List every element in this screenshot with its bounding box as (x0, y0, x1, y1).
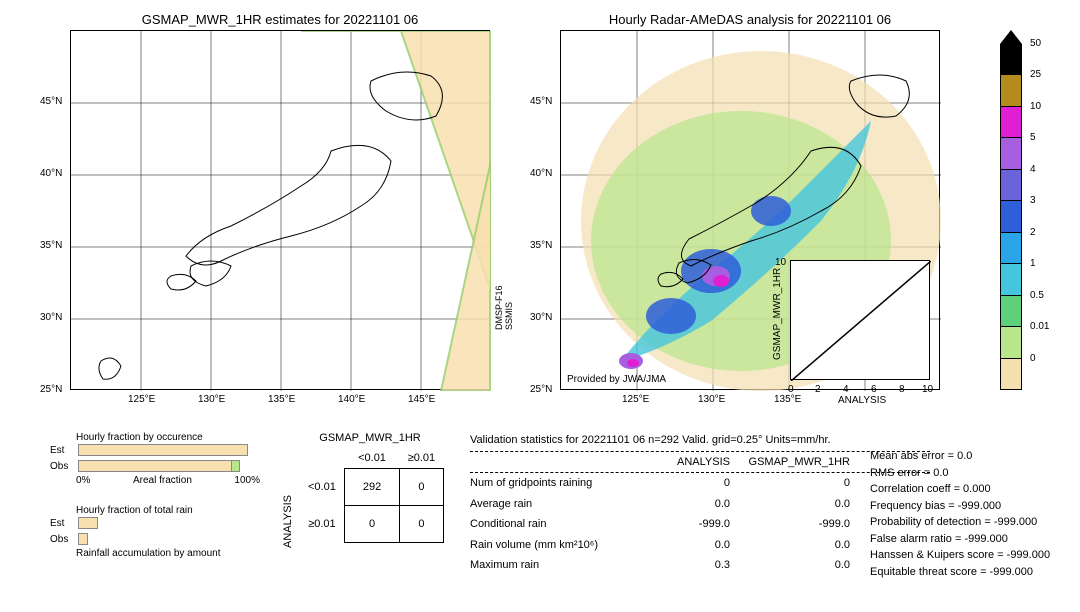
validation-extra: Mean abs error = 0.0 (870, 448, 1070, 465)
colorbar-swatch (1000, 359, 1022, 390)
ytick: 35°N (530, 240, 552, 251)
colorbar-swatch (1000, 44, 1022, 75)
colorbar-swatch (1000, 75, 1022, 106)
xtick: 125°E (622, 394, 649, 405)
bar-label: Obs (50, 461, 78, 472)
col-header: GSMAP_MWR_1HR (730, 454, 850, 471)
colorbar-tick: 0.01 (1030, 321, 1049, 332)
colorbar-tick: 0 (1030, 353, 1036, 364)
validation-extras: Mean abs error = 0.0RMS error = 0.0Corre… (870, 448, 1070, 580)
colorbar-tick: 2 (1030, 227, 1036, 238)
colorbar-tick: 4 (1030, 164, 1036, 175)
scatter-xtick: 6 (871, 384, 877, 395)
bar-label: Est (50, 445, 78, 456)
row-label: ≥0.01 (300, 506, 344, 543)
cell: 0 (344, 506, 399, 543)
scatter-plot (790, 260, 930, 380)
colorbar-tick: 5 (1030, 132, 1036, 143)
bar-label: Est (50, 518, 78, 529)
ytick: 45°N (530, 96, 552, 107)
xtick: 140°E (338, 394, 365, 405)
validation-row: Average rain0.00.0 (470, 494, 930, 515)
scatter-xlabel: ANALYSIS (838, 395, 886, 406)
scatter-xtick: 4 (843, 384, 849, 395)
right-map-title: Hourly Radar-AMeDAS analysis for 2022110… (560, 12, 940, 27)
validation-title: Validation statistics for 20221101 06 n=… (470, 432, 930, 452)
scatter-ylabel: GSMAP_MWR_1HR (772, 268, 783, 360)
occurrence-title: Hourly fraction by occurence (76, 432, 260, 443)
ytick: 40°N (530, 168, 552, 179)
cell: 292 (344, 469, 399, 506)
validation-row: Num of gridpoints raining00 (470, 473, 930, 494)
colorbar-tick: 50 (1030, 38, 1041, 49)
ytick: 45°N (40, 96, 62, 107)
colorbar-tick: 3 (1030, 195, 1036, 206)
validation-row: Conditional rain-999.0-999.0 (470, 514, 930, 535)
occurrence-chart: Hourly fraction by occurence Est Obs 0% … (50, 432, 260, 486)
colorbar-swatch (1000, 327, 1022, 358)
validation-extra: Equitable threat score = -999.000 (870, 564, 1070, 581)
xtick: 130°E (698, 394, 725, 405)
ytick: 30°N (40, 312, 62, 323)
validation-extra: Correlation coeff = 0.000 (870, 481, 1070, 498)
colorbar-swatch (1000, 233, 1022, 264)
totalrain-title: Hourly fraction of total rain (76, 505, 260, 516)
colorbar (1000, 30, 1022, 390)
col-label: <0.01 (344, 448, 399, 469)
row-label: <0.01 (300, 469, 344, 506)
colorbar-tick: 0.5 (1030, 290, 1044, 301)
cell: 0 (400, 506, 443, 543)
axis-tick: 0% (76, 475, 90, 486)
scatter-xtick: 10 (922, 384, 933, 395)
validation-block: Validation statistics for 20221101 06 n=… (470, 432, 930, 576)
colorbar-tick: 25 (1030, 69, 1041, 80)
left-map (70, 30, 490, 390)
xtick: 130°E (198, 394, 225, 405)
validation-extra: RMS error = 0.0 (870, 465, 1070, 482)
left-map-svg (71, 31, 491, 391)
ytick: 35°N (40, 240, 62, 251)
xtick: 135°E (774, 394, 801, 405)
scatter-xtick: 8 (899, 384, 905, 395)
totalrain-chart: Hourly fraction of total rain Est Obs Ra… (50, 505, 260, 559)
side-label: SSMIS (504, 302, 514, 330)
cont-row-header: ANALYSIS (282, 495, 294, 548)
col-label: ≥0.01 (400, 448, 443, 469)
colorbar-swatch (1000, 201, 1022, 232)
axis-label: Areal fraction (133, 475, 192, 486)
colorbar-swatch (1000, 138, 1022, 169)
colorbar-tick: 1 (1030, 258, 1036, 269)
xtick: 135°E (268, 394, 295, 405)
left-map-title: GSMAP_MWR_1HR estimates for 20221101 06 (70, 12, 490, 27)
cont-col-header: GSMAP_MWR_1HR (300, 432, 440, 444)
validation-row: Rain volume (mm km²10⁶)0.00.0 (470, 535, 930, 556)
validation-extra: Frequency bias = -999.000 (870, 498, 1070, 515)
colorbar-swatch (1000, 264, 1022, 295)
col-header: ANALYSIS (650, 454, 730, 471)
side-label: DMSP-F16 (494, 285, 504, 330)
ytick: 25°N (40, 384, 62, 395)
provider-label: Provided by JWA/JMA (567, 374, 666, 385)
scatter-ytick: 10 (775, 257, 786, 268)
scatter-xtick: 0 (788, 384, 794, 395)
xtick: 145°E (408, 394, 435, 405)
cell: 0 (400, 469, 443, 506)
validation-row: Maximum rain0.30.0 (470, 555, 930, 576)
axis-tick: 100% (234, 475, 260, 486)
validation-extra: False alarm ratio = -999.000 (870, 531, 1070, 548)
totalrain-footer: Rainfall accumulation by amount (76, 548, 260, 559)
contingency-table: <0.01≥0.01 <0.012920 ≥0.0100 (300, 448, 444, 543)
ytick: 40°N (40, 168, 62, 179)
validation-extra: Hanssen & Kuipers score = -999.000 (870, 547, 1070, 564)
validation-extra: Probability of detection = -999.000 (870, 514, 1070, 531)
scatter-xtick: 2 (815, 384, 821, 395)
ytick: 25°N (530, 384, 552, 395)
colorbar-swatch (1000, 107, 1022, 138)
colorbar-swatch (1000, 296, 1022, 327)
ytick: 30°N (530, 312, 552, 323)
colorbar-tick: 10 (1030, 101, 1041, 112)
colorbar-swatch (1000, 170, 1022, 201)
xtick: 125°E (128, 394, 155, 405)
bar-label: Obs (50, 534, 78, 545)
